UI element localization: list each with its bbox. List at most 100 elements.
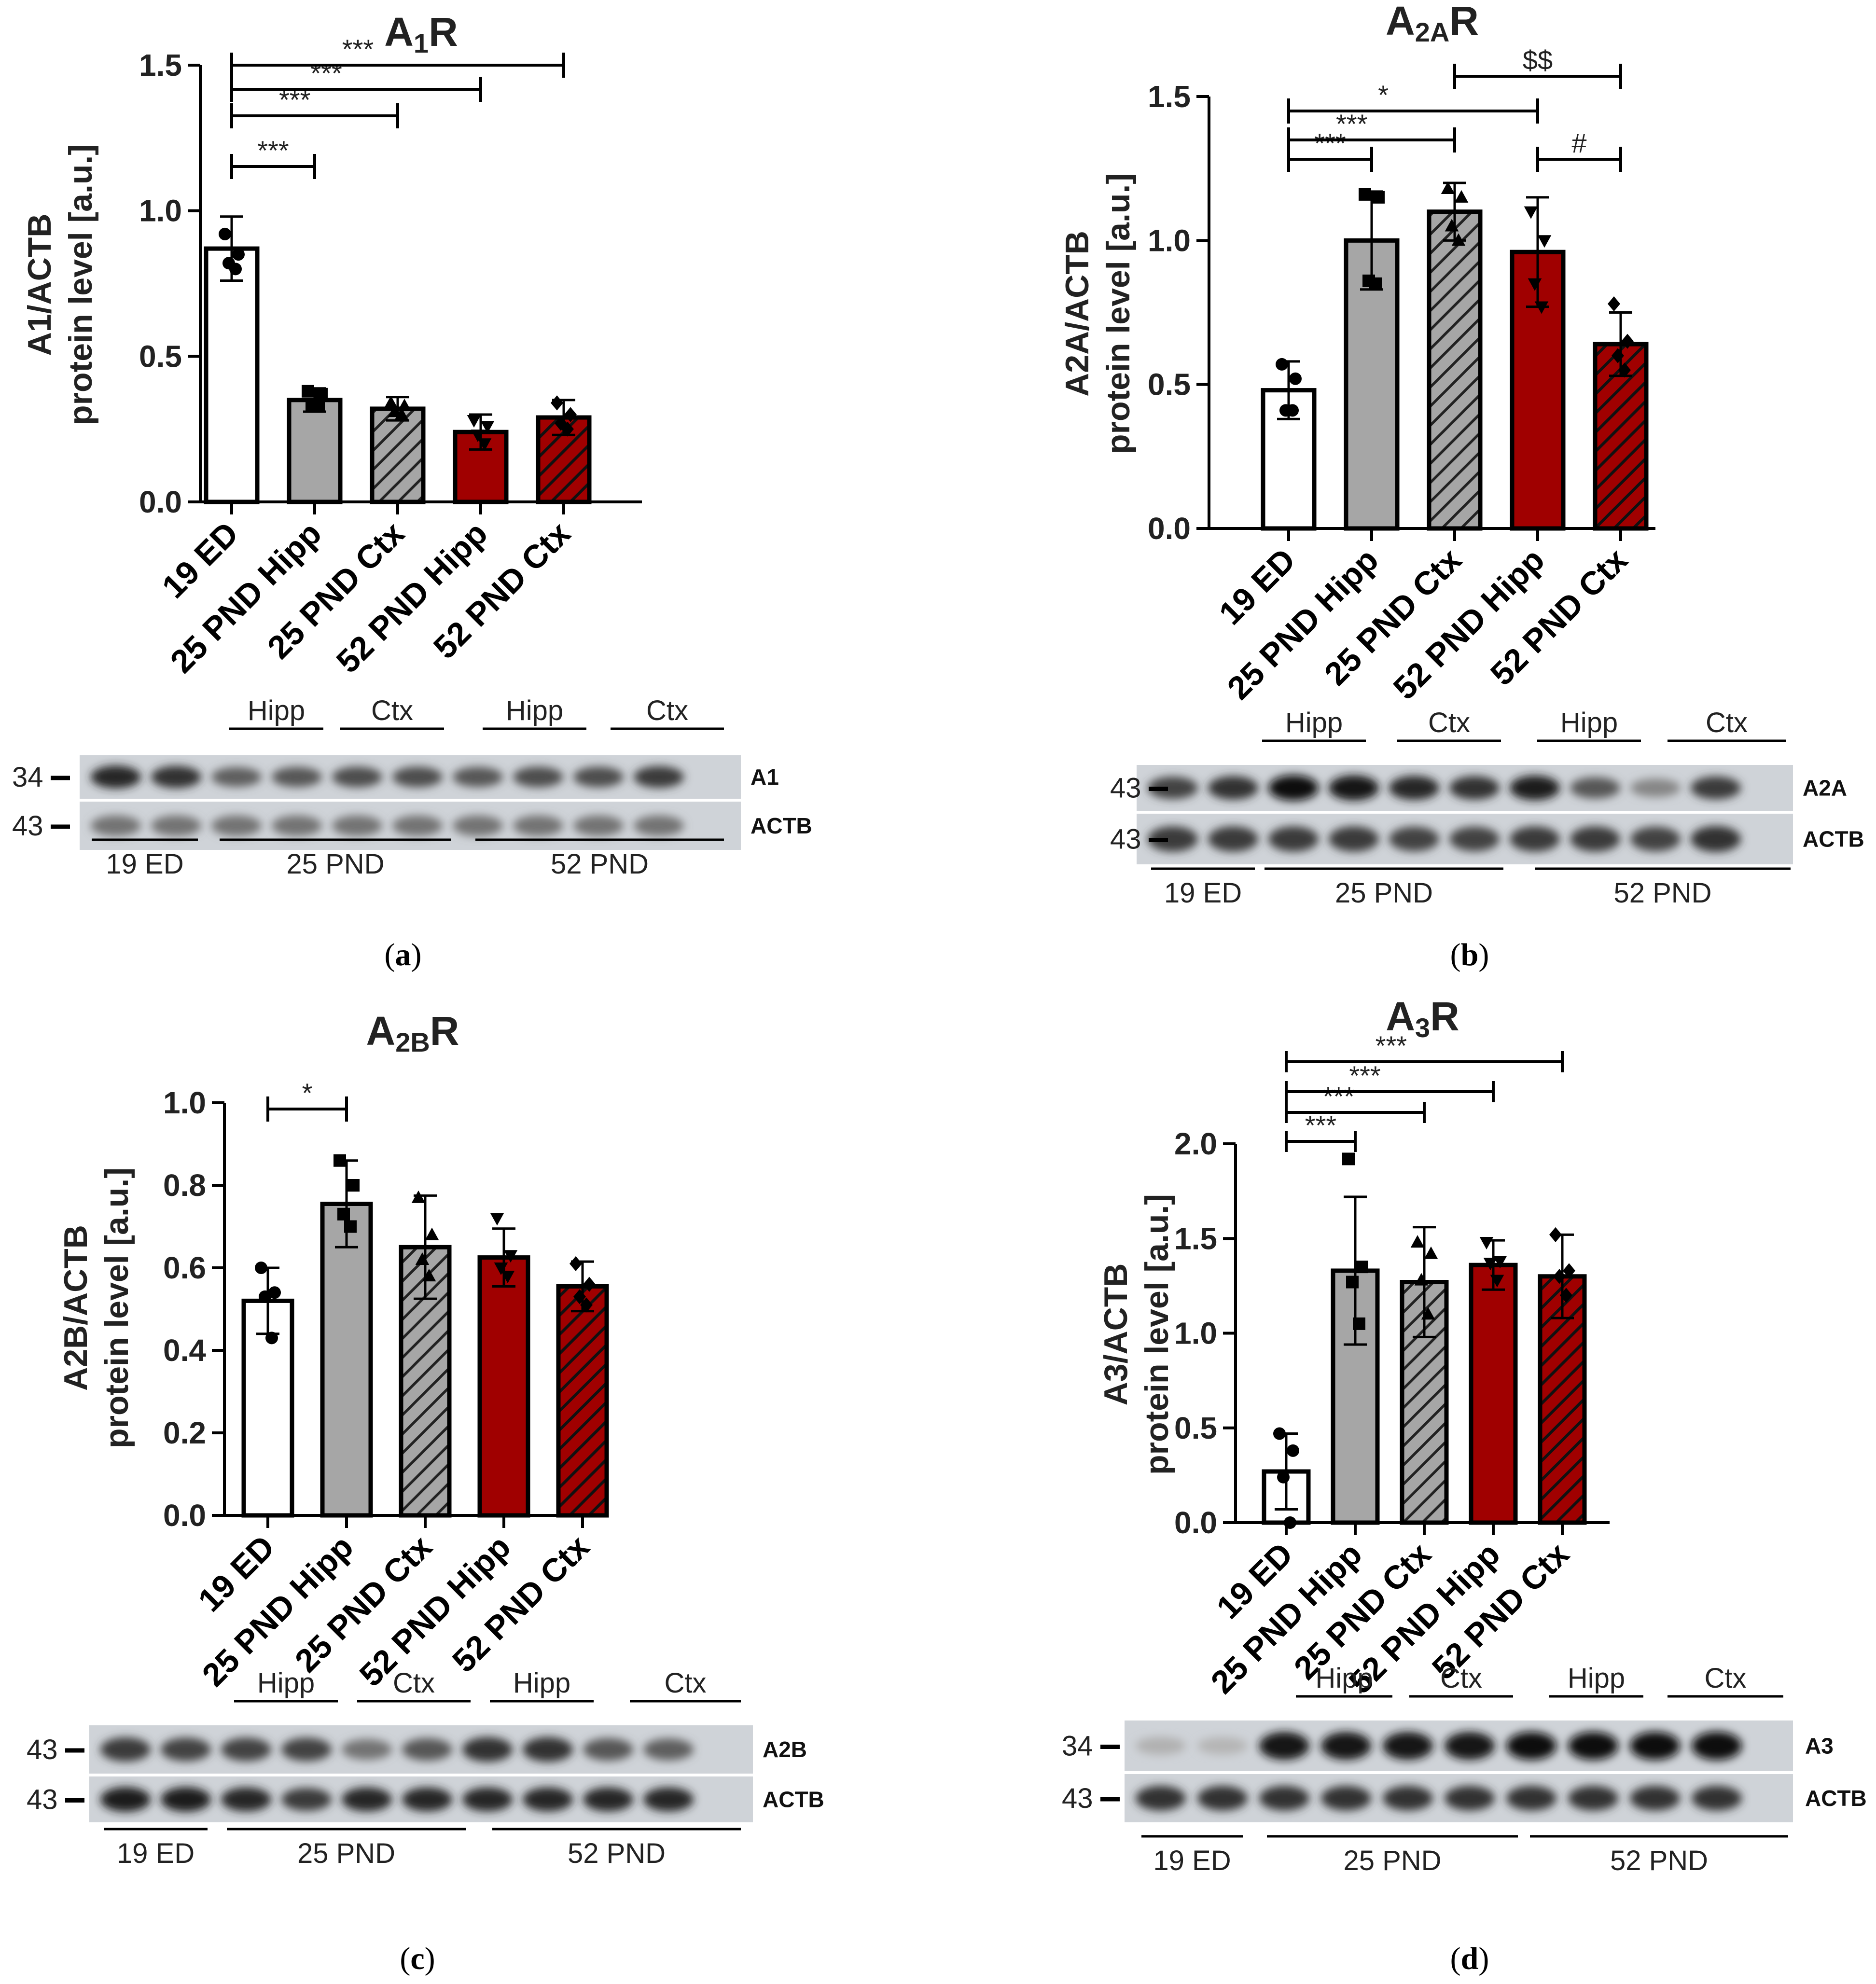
blot-band (1268, 775, 1319, 801)
blot-band (513, 815, 563, 836)
y-tick-label: 0.4 (163, 1333, 206, 1368)
blot-band (1692, 1732, 1742, 1760)
blot-band (1268, 826, 1319, 852)
y-tick-label: 0.0 (163, 1498, 206, 1533)
data-point (347, 1179, 360, 1192)
y-tick-label: 1.5 (1174, 1221, 1217, 1256)
panel-d: A3R A3/ACTB protein level [a.u.] 0.0 0.5 1.0 1… (1062, 994, 1867, 1976)
blot-region-label: Ctx (646, 695, 688, 726)
blot-band (634, 815, 684, 836)
bar-4 (1469, 1263, 1518, 1525)
mw-marker: 43 (27, 1784, 58, 1816)
error-bar (1526, 196, 1549, 308)
band-name: A3 (1805, 1734, 1834, 1759)
blot-band (1449, 776, 1500, 800)
data-point (1356, 1261, 1368, 1274)
data-point (1410, 1235, 1425, 1248)
blot-band (1321, 1732, 1371, 1760)
blot-band (272, 815, 322, 836)
mw-marker: 43 (1062, 1783, 1093, 1814)
blot-band (1630, 1786, 1680, 1811)
blot-band (1692, 1786, 1742, 1811)
blot-band (1148, 826, 1198, 852)
blot-band (1630, 1732, 1680, 1760)
significance-bracket (1287, 127, 1456, 153)
blot-band (342, 1787, 392, 1812)
western-blot: Hipp Ctx Hipp Ctx A2A 43 ACTB 43 19 ED 25 PND 52 P… (1110, 707, 1864, 909)
bar-1 (204, 246, 260, 504)
blot-band (453, 815, 503, 836)
panel-b: A2AR A2A/ACTB protein level [a.u.] 0.0 0.5 1.… (1059, 0, 1864, 972)
blot-band (462, 1787, 513, 1812)
data-point (1621, 333, 1634, 349)
mw-marker: 34 (12, 762, 43, 793)
data-point (1424, 1246, 1438, 1259)
blot-band (1136, 1737, 1186, 1755)
data-point (1287, 1444, 1299, 1457)
significance-bracket (1536, 147, 1622, 172)
error-bar (552, 399, 575, 436)
data-point (564, 407, 577, 422)
significance-label: # (1571, 128, 1586, 158)
error-bar (1344, 1195, 1367, 1346)
blot-band (342, 1739, 392, 1760)
error-bar (1277, 360, 1300, 420)
panel-c: A2BR A2B/ACTB protein level [a.u.] 0.0 0.2 0.… (27, 1008, 824, 1976)
significance-bracket (1285, 1081, 1495, 1102)
significance-bracket (230, 77, 482, 102)
blot-age-label: 25 PND (1343, 1845, 1441, 1876)
y-tick-label: 0.0 (1148, 511, 1191, 546)
data-point (425, 1227, 439, 1240)
blot-band (643, 1787, 694, 1812)
significance-bracket (230, 53, 565, 78)
error-bar (386, 396, 409, 422)
blot-band (161, 1787, 211, 1812)
error-bar (571, 1260, 594, 1313)
significance-label: *** (1323, 1081, 1354, 1111)
blot-band (523, 1737, 573, 1762)
blot-band (634, 766, 684, 788)
y-tick-label: 0.8 (163, 1168, 206, 1203)
blot-band (1208, 776, 1258, 800)
y-tick-label: 1.5 (1148, 79, 1191, 114)
y-tick-label: 0.5 (1174, 1411, 1217, 1445)
blot-region-label: Ctx (1705, 1663, 1747, 1694)
blot-band (392, 815, 443, 836)
blot-band (1329, 775, 1379, 801)
data-point (1537, 235, 1552, 248)
blot-band (1321, 1786, 1371, 1811)
blot-band (1568, 1786, 1618, 1811)
data-point (490, 1213, 504, 1226)
bar-2 (287, 398, 343, 504)
significance-bracket (1285, 1051, 1564, 1072)
blot-band (1570, 777, 1620, 799)
blot-band (1445, 1786, 1495, 1811)
data-point (1276, 358, 1288, 371)
blot-band (281, 1788, 332, 1811)
blot-age-label: 25 PND (286, 848, 384, 880)
data-point (570, 1256, 582, 1272)
blot-band (1691, 826, 1741, 852)
blot-band (1630, 778, 1681, 797)
mw-marker: 43 (1110, 773, 1141, 804)
data-point (268, 1286, 281, 1299)
blot-region-label: Hipp (1568, 1663, 1625, 1694)
data-point (337, 1207, 350, 1221)
error-bar (1609, 311, 1632, 377)
blot-band (402, 1787, 452, 1812)
blot-age-label: 25 PND (297, 1838, 395, 1869)
bar-3 (1427, 209, 1483, 531)
significance-bracket (230, 154, 316, 179)
data-point (1441, 181, 1455, 194)
data-point (583, 1276, 596, 1292)
band-name: ACTB (750, 813, 812, 838)
band-name: A2B (763, 1737, 807, 1762)
blot-region-label: Hipp (1560, 707, 1618, 738)
data-point (1372, 191, 1385, 204)
data-point (302, 385, 314, 398)
blot-band (221, 1737, 271, 1762)
blot-region-label: Ctx (1440, 1663, 1482, 1694)
significance-label: *** (1336, 109, 1367, 139)
blot-band (1691, 776, 1741, 800)
y-tick-label: 0.5 (139, 339, 182, 374)
